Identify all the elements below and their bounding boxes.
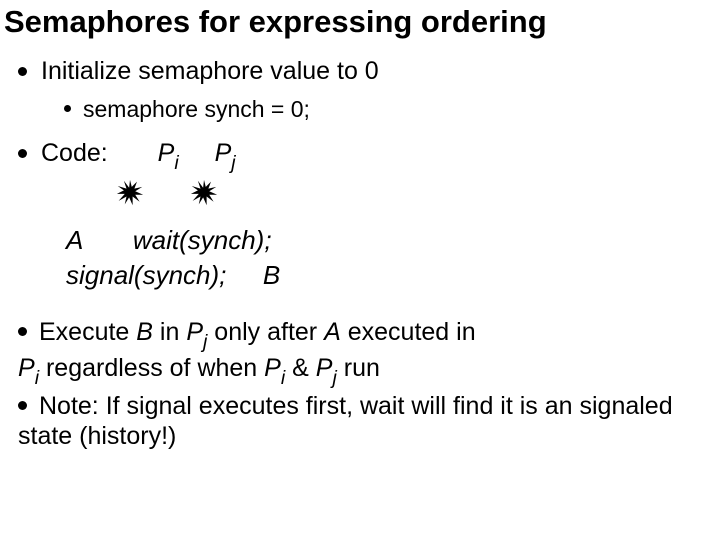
- process-pj: Pj: [186, 318, 207, 346]
- code-line-a: A wait(synch);: [66, 223, 702, 258]
- bullet-icon: [18, 327, 27, 336]
- burst-icon: [116, 179, 144, 207]
- bullet-initialize: Initialize semaphore value to 0: [18, 56, 702, 87]
- bullet-icon: [64, 105, 71, 112]
- bullet-icon: [18, 401, 27, 410]
- process-pj: Pj: [316, 354, 344, 382]
- lower-block: Execute B in Pj only after A executed in…: [18, 317, 702, 452]
- bullet-code: Code: Pi Pj: [18, 138, 702, 173]
- code-label: Code:: [41, 138, 108, 169]
- process-pj: Pj: [215, 139, 236, 167]
- bullet-execute: Execute B in Pj only after A executed in: [18, 317, 702, 353]
- bullet-semaphore-decl-text: semaphore synch = 0;: [83, 95, 310, 124]
- bullet-semaphore-decl: semaphore synch = 0;: [64, 95, 702, 124]
- slide-content: Initialize semaphore value to 0 semaphor…: [0, 56, 720, 452]
- process-pi: Pi: [264, 354, 285, 382]
- burst-icon: [190, 179, 218, 207]
- process-pi: Pi: [18, 354, 46, 382]
- slide: { "title": "Semaphores for expressing or…: [0, 0, 720, 540]
- bullet-icon: [18, 67, 27, 76]
- burst-row: [116, 179, 702, 207]
- code-line: Code: Pi Pj: [41, 138, 236, 173]
- bullet-note: Note: If signal executes first, wait wil…: [18, 391, 702, 452]
- code-line-b: signal(synch); B: [66, 258, 702, 293]
- bullet-initialize-text: Initialize semaphore value to 0: [41, 56, 379, 87]
- code-block: A wait(synch); signal(synch); B: [66, 223, 702, 293]
- process-pi: Pi: [158, 139, 179, 167]
- bullet-execute-line2: Pi regardless of when Pi & Pj run: [18, 353, 702, 389]
- slide-title: Semaphores for expressing ordering: [0, 0, 720, 54]
- bullet-icon: [18, 149, 27, 158]
